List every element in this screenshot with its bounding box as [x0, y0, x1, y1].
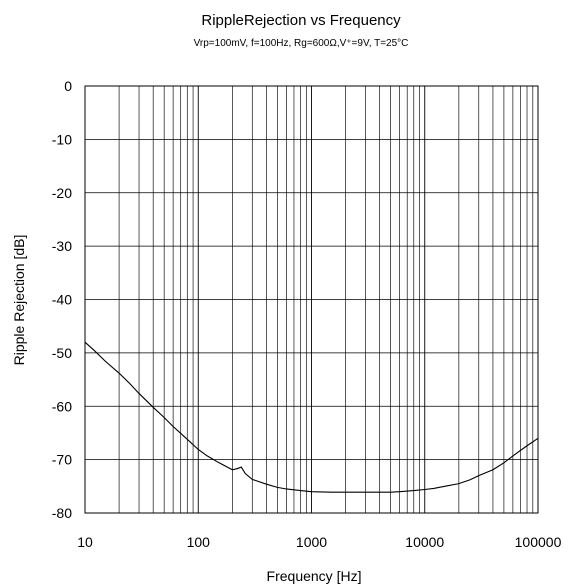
- y-tick-label: 0: [64, 78, 72, 94]
- x-tick-label: 1000: [296, 534, 327, 550]
- y-tick-label: -30: [52, 238, 72, 254]
- y-tick-label: -70: [52, 452, 72, 468]
- plot-frame: [84, 85, 539, 514]
- ripple-rejection-line: [84, 341, 539, 493]
- y-tick-label: -50: [52, 345, 72, 361]
- x-tick-label: 10: [77, 534, 93, 550]
- y-tick-label: -20: [52, 185, 72, 201]
- y-axis-label: Ripple Rejection [dB]: [11, 235, 27, 366]
- y-tick-label: -40: [52, 292, 72, 308]
- chart-subtitle: Vrp=100mV, f=100Hz, Rg=600Ω,V⁺=9V, T=25°…: [194, 38, 409, 49]
- x-tick-label: 10000: [405, 534, 444, 550]
- y-tick-label: -10: [52, 131, 72, 147]
- chart-title: RippleRejection vs Frequency: [201, 12, 401, 29]
- y-tick-label: -80: [52, 505, 72, 521]
- plot-grid: [84, 85, 538, 514]
- x-tick-label: 100: [187, 534, 211, 550]
- x-axis-ticks: 10 100 1000 10000 100000: [77, 534, 561, 550]
- y-tick-label: -60: [52, 398, 72, 414]
- y-axis-ticks: 0 -10 -20 -30 -40 -50 -60 -70 -80: [52, 78, 72, 521]
- x-axis-label: Frequency [Hz]: [267, 568, 362, 584]
- x-tick-label: 100000: [515, 534, 562, 550]
